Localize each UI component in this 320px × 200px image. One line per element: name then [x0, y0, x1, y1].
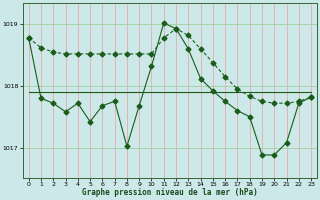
- X-axis label: Graphe pression niveau de la mer (hPa): Graphe pression niveau de la mer (hPa): [82, 188, 258, 197]
